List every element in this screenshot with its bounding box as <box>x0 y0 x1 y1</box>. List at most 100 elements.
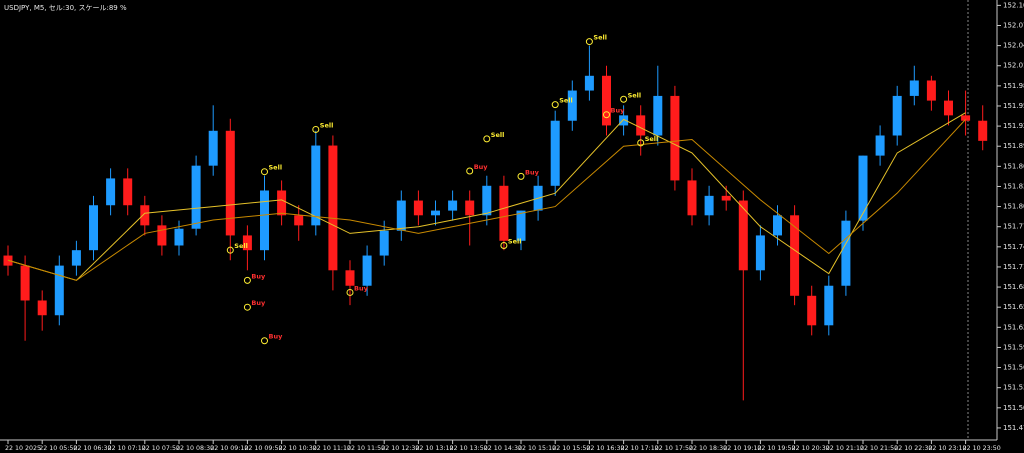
candle-body <box>721 195 731 201</box>
x-tick-label: 22 10 21:50 <box>860 445 898 452</box>
candle-body <box>653 95 663 136</box>
signal-label: Sell <box>269 164 283 172</box>
signal-label: Sell <box>593 34 607 42</box>
candle-body <box>37 300 47 316</box>
x-tick-label: 22 10 06:30 <box>73 445 111 452</box>
y-tick-label: 151.470 <box>1003 424 1024 432</box>
signal-marker <box>637 139 645 147</box>
candle-body <box>961 115 971 121</box>
signal-marker <box>312 125 320 133</box>
candle-body <box>944 100 953 116</box>
candle-body <box>687 180 697 216</box>
signal-label: Sell <box>645 135 659 143</box>
signal-marker <box>346 288 354 296</box>
candle-body <box>892 95 902 136</box>
x-tick-label: 22 10 07:50 <box>142 445 180 452</box>
signal-marker <box>500 241 508 249</box>
signal-marker <box>551 101 559 109</box>
signal-label: Buy <box>354 284 369 292</box>
moving-average <box>7 112 966 281</box>
y-tick-label: 151.710 <box>1003 263 1024 271</box>
y-tick-label: 151.500 <box>1003 404 1024 412</box>
candle-body <box>482 185 492 216</box>
candle-body <box>20 265 30 301</box>
y-tick-label: 151.860 <box>1003 162 1024 170</box>
candle-body <box>773 215 782 236</box>
candle-body <box>499 185 509 241</box>
x-tick-label: 22 10 17:50 <box>655 445 693 452</box>
signal-label: Buy <box>251 299 266 307</box>
candle-body <box>208 130 218 166</box>
signal-label: Buy <box>474 163 489 171</box>
signal-marker <box>517 172 525 180</box>
candle-body <box>54 265 64 316</box>
x-tick-label: 22 10 19:50 <box>757 445 795 452</box>
candle-body <box>516 210 526 241</box>
x-tick-label: 22 10 18:30 <box>689 445 727 452</box>
candle-body <box>448 200 458 211</box>
y-tick-label: 151.590 <box>1003 343 1024 351</box>
y-tick-label: 152.070 <box>1003 21 1024 29</box>
signal-marker <box>243 276 251 284</box>
x-tick-label: 22 10 07:10 <box>108 445 146 452</box>
y-tick-label: 151.740 <box>1003 243 1024 251</box>
y-tick-label: 151.980 <box>1003 82 1024 90</box>
candle-body <box>926 80 936 101</box>
candle-body <box>584 75 594 91</box>
signal-marker <box>585 38 593 46</box>
signal-marker <box>466 167 474 175</box>
x-tick-label: 22 10 16:30 <box>586 445 624 452</box>
candle-body <box>294 215 304 226</box>
candle-body <box>345 270 355 286</box>
candle-body <box>550 120 560 186</box>
candle-body <box>396 200 406 231</box>
candle-body <box>225 130 235 236</box>
y-tick-label: 151.530 <box>1003 384 1024 392</box>
y-tick-label: 152.010 <box>1003 62 1024 70</box>
candle-body <box>602 75 611 126</box>
signal-marker <box>620 95 628 103</box>
candle-body <box>704 195 714 216</box>
candle-body <box>858 155 868 221</box>
signal-marker <box>243 303 251 311</box>
signal-label: Buy <box>251 272 266 280</box>
x-tick-label: 22 10 23:10 <box>928 445 966 452</box>
candle-body <box>71 250 81 266</box>
signal-label: Buy <box>525 168 540 176</box>
candle-body <box>909 80 919 96</box>
signal-marker <box>226 246 234 254</box>
x-tick-label: 22 10 05:50 <box>39 445 77 452</box>
candle-body <box>242 235 252 251</box>
y-tick-label: 151.620 <box>1003 323 1024 331</box>
signal-marker <box>603 111 610 119</box>
x-tick-label: 22 10 11:10 <box>313 445 351 452</box>
signal-label: Sell <box>320 121 334 129</box>
x-tick-label: 22 10 11:50 <box>347 445 385 452</box>
x-tick-label: 22 10 12:30 <box>381 445 419 452</box>
signal-marker <box>261 337 268 345</box>
candle-body <box>755 235 765 271</box>
y-tick-label: 151.680 <box>1003 283 1024 291</box>
candle-body <box>123 178 133 206</box>
candle-body <box>379 230 389 256</box>
candle-body <box>807 295 817 326</box>
candle-body <box>277 190 287 216</box>
candle-body <box>174 228 184 246</box>
x-tick-label: 22 10 15:50 <box>552 445 590 452</box>
x-tick-label: 22 10 10:30 <box>279 445 317 452</box>
chart-title: USDJPY, M5, セル:30, スケール:89 % <box>4 4 127 12</box>
x-tick-label: 22 10 13:10 <box>415 445 453 452</box>
x-tick-label: 22 10 2025 <box>5 445 41 452</box>
y-tick-label: 151.920 <box>1003 122 1024 130</box>
x-tick-label: 22 10 22:30 <box>894 445 932 452</box>
y-tick-label: 151.770 <box>1003 223 1024 231</box>
x-tick-label: 22 10 14:30 <box>484 445 522 452</box>
y-tick-label: 151.890 <box>1003 142 1024 150</box>
y-tick-label: 151.830 <box>1003 182 1024 190</box>
signal-label: Sell <box>628 91 642 99</box>
candle-body <box>191 165 201 229</box>
x-tick-label: 22 10 08:30 <box>176 445 214 452</box>
candle-body <box>790 215 800 296</box>
candle-body <box>362 255 372 286</box>
